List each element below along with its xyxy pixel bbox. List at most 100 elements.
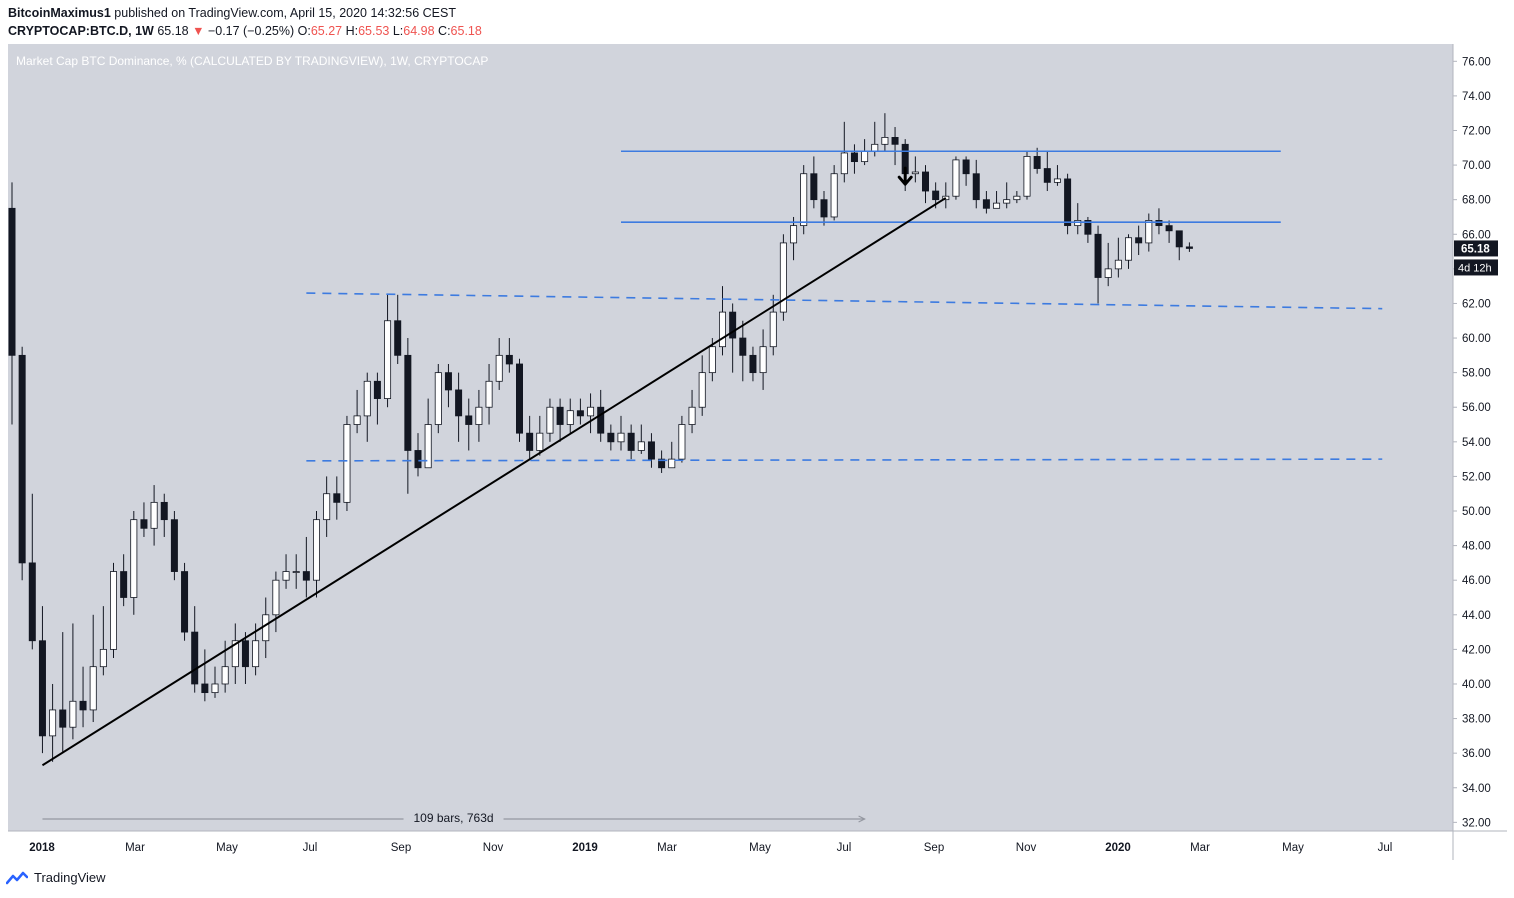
- time-axis[interactable]: [8, 831, 1507, 860]
- y-tick-label: 66.00: [1462, 229, 1491, 241]
- last-price-label: 65.18: [1461, 243, 1490, 255]
- dashed-range-line: [306, 292, 1383, 310]
- y-tick-label: 52.00: [1462, 471, 1491, 483]
- candle-down: [1084, 220, 1092, 235]
- symbol-label[interactable]: CRYPTOCAP:BTC.D, 1W: [8, 24, 154, 38]
- low-label: L:: [392, 24, 404, 38]
- candle-up: [424, 424, 432, 469]
- tradingview-brand[interactable]: TradingView: [34, 870, 106, 885]
- candle-up: [262, 614, 270, 642]
- candle-down: [505, 354, 513, 365]
- arrow-down-icon: [897, 166, 913, 186]
- dashed-range-line: [306, 458, 1383, 462]
- candle-down: [160, 501, 168, 521]
- candle-down: [455, 389, 463, 417]
- candle-up: [698, 372, 706, 408]
- x-axis-labels: 2018 Mar May Jul Sep Nov 2019 Mar May Jul Sep Nov 20…: [29, 842, 1392, 854]
- candle-up: [1053, 178, 1061, 183]
- y-tick-label: 58.00: [1462, 368, 1491, 380]
- candle-up: [688, 406, 696, 425]
- candle-down: [404, 354, 412, 451]
- close-label: C:: [438, 24, 451, 38]
- candle-down: [191, 631, 199, 685]
- candle-up: [668, 458, 676, 469]
- x-tick-label: 2018: [29, 842, 55, 854]
- candle-up: [363, 380, 371, 417]
- candle-up: [252, 640, 260, 668]
- y-tick-label: 68.00: [1462, 195, 1491, 207]
- candle-up: [89, 666, 97, 711]
- range-label-bg: [403, 809, 504, 826]
- y-tick-label: 50.00: [1462, 506, 1491, 518]
- candle-up: [312, 519, 320, 581]
- candle-down: [59, 709, 67, 728]
- candle-up: [1145, 220, 1153, 244]
- author-name[interactable]: BitcoinMaximus1: [8, 6, 111, 20]
- y-tick-label: 48.00: [1462, 541, 1491, 553]
- candle-down: [658, 458, 666, 469]
- candle-down: [729, 311, 737, 339]
- y-tick-label: 62.00: [1462, 298, 1491, 310]
- x-tick-label: 2019: [572, 842, 598, 854]
- y-tick-label: 44.00: [1462, 610, 1491, 622]
- candle-up: [769, 311, 777, 348]
- x-tick-label: 2020: [1105, 842, 1131, 854]
- candle-down: [749, 354, 757, 374]
- candle-down: [373, 380, 381, 399]
- candle-down: [465, 415, 473, 425]
- candle-down: [18, 354, 26, 564]
- candle-up: [861, 150, 869, 163]
- publish-date: published on TradingView.com, April 15, …: [114, 6, 456, 20]
- y-tick-label: 42.00: [1462, 644, 1491, 656]
- countdown-badge: [1454, 259, 1498, 276]
- y-tick-label: 54.00: [1462, 437, 1491, 449]
- candle-down: [810, 173, 818, 201]
- candle-up: [130, 519, 138, 598]
- candle-down: [597, 406, 605, 434]
- chart-title: Market Cap BTC Dominance, % (CALCULATED …: [16, 54, 488, 68]
- publish-info: BitcoinMaximus1 published on TradingView…: [8, 4, 456, 22]
- candle-down: [1094, 233, 1102, 278]
- candle-down: [647, 441, 655, 460]
- candle-down: [607, 432, 615, 443]
- y-tick-label: 46.00: [1462, 575, 1491, 587]
- candle-down: [1064, 178, 1072, 227]
- candle-up: [475, 406, 483, 425]
- candle-up: [637, 441, 645, 451]
- price-axis[interactable]: [1453, 44, 1507, 831]
- candle-down: [556, 406, 564, 425]
- candle-up: [566, 410, 574, 425]
- candle-down: [972, 173, 980, 201]
- candle-down: [444, 372, 452, 391]
- y-tick-label: 40.00: [1462, 679, 1491, 691]
- candle-down: [1155, 220, 1163, 227]
- candle-down: [414, 450, 422, 469]
- candle-up: [678, 424, 686, 460]
- candle-up: [617, 432, 625, 443]
- range-label: 109 bars, 763d: [413, 811, 493, 825]
- candle-up: [495, 354, 503, 382]
- candle-up: [272, 579, 280, 616]
- candle-down: [38, 640, 46, 737]
- footer: TradingView: [6, 870, 106, 885]
- candle-up: [282, 571, 290, 581]
- candle-down: [576, 410, 584, 417]
- candle-down: [1043, 168, 1051, 183]
- close-value: 65.18: [450, 24, 482, 38]
- candle-up: [292, 571, 300, 573]
- candle-down: [1135, 237, 1143, 244]
- overlay: 109 bars, 763d 65.18 4d 12h: [42, 166, 1498, 826]
- y-tick-label: 56.00: [1462, 402, 1491, 414]
- candle-down: [28, 562, 36, 642]
- candle-up: [384, 320, 392, 399]
- candle-down: [8, 207, 16, 356]
- support-trendline: [41, 197, 947, 767]
- candle-down: [333, 493, 341, 503]
- plot-area[interactable]: [8, 44, 1453, 831]
- x-tick-label: Sep: [391, 842, 411, 854]
- y-tick-label: 74.00: [1462, 91, 1491, 103]
- last-value: 65.18: [157, 24, 189, 38]
- candle-down: [526, 432, 534, 451]
- x-tick-label: Sep: [924, 842, 944, 854]
